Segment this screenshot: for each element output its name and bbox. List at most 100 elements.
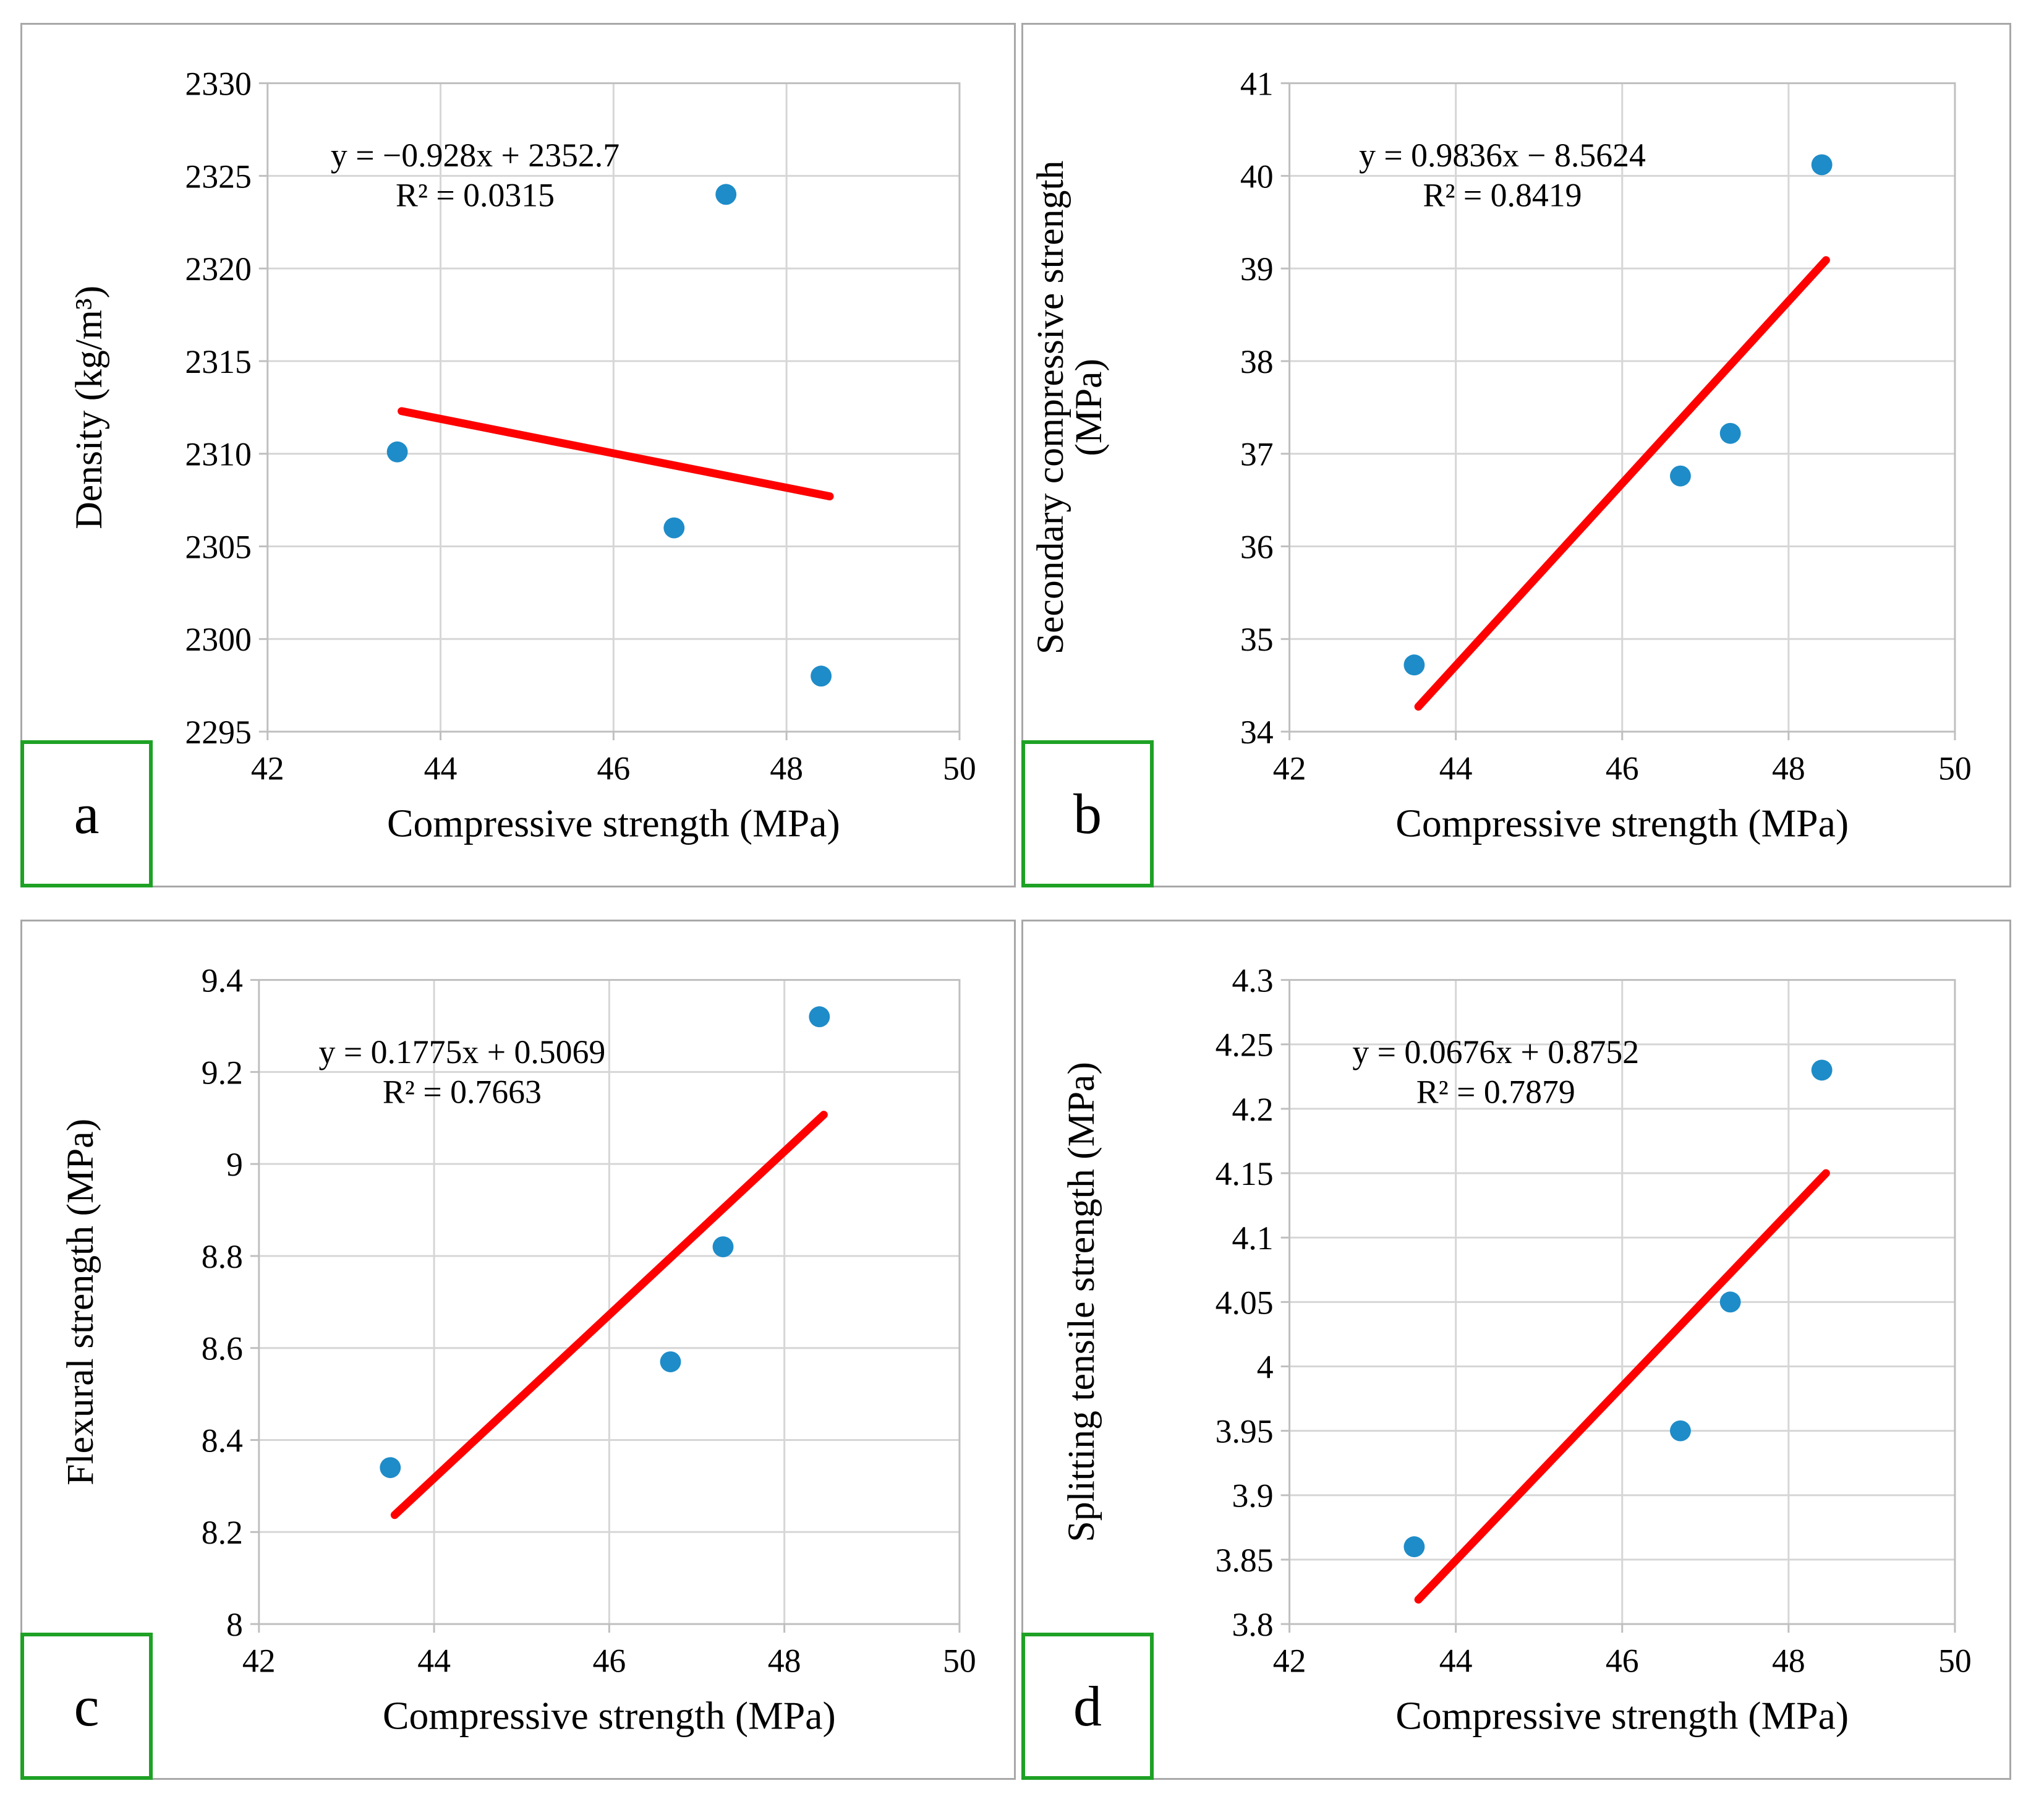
y-tick-label: 8.4 xyxy=(202,1422,243,1459)
data-point xyxy=(660,1351,681,1372)
y-tick-label: 4.2 xyxy=(1232,1091,1274,1128)
y-tick-label: 9 xyxy=(226,1146,243,1183)
y-axis-title: (MPa) xyxy=(1068,359,1110,456)
y-tick-label: 2295 xyxy=(185,714,252,751)
x-tick-label: 44 xyxy=(1439,750,1473,787)
trendline xyxy=(398,407,834,501)
y-tick-label: 3.9 xyxy=(1232,1477,1274,1515)
y-axis-title: Density (kg/m³) xyxy=(68,286,110,529)
trendline xyxy=(390,1111,828,1519)
trendline xyxy=(1414,1169,1830,1604)
x-tick-label: 50 xyxy=(1938,750,1972,787)
y-tick-label: 8 xyxy=(226,1606,243,1643)
y-tick-label: 3.85 xyxy=(1216,1542,1274,1579)
r-squared-value: R² = 0.8419 xyxy=(1423,177,1582,214)
y-tick-label: 9.2 xyxy=(202,1054,243,1091)
data-point xyxy=(712,1236,734,1257)
panel-d: 42 44 46 48 50 3.8 3.85 3.9 3.95 4 4.05 4.1 4.15 4.2 4… xyxy=(1021,920,2011,1780)
r-squared-value: R² = 0.7663 xyxy=(383,1074,542,1111)
data-point xyxy=(1719,422,1741,444)
trendline-equation: y = 0.9836x − 8.5624 xyxy=(1359,137,1646,174)
y-tick-label: 37 xyxy=(1240,436,1274,473)
data-point xyxy=(386,441,408,463)
y-tick-label: 4.15 xyxy=(1216,1155,1274,1192)
x-tick-label: 50 xyxy=(943,1643,976,1680)
x-tick-label: 44 xyxy=(1439,1643,1473,1680)
panel-label-b: b xyxy=(1073,782,1102,845)
data-point xyxy=(809,1006,830,1028)
panel-c: 42 44 46 48 50 8 8.2 8.4 8.6 8.8 9 9.2 9.4 Compressiv… xyxy=(20,920,1016,1780)
panel-b: 42 44 46 48 50 34 35 36 37 38 39 40 41 Compressive st… xyxy=(1021,23,2011,887)
data-point xyxy=(715,184,737,205)
y-tick-label: 4 xyxy=(1257,1348,1274,1385)
panel-label-box-d: d xyxy=(1021,1633,1154,1780)
trendline xyxy=(1414,256,1830,711)
data-point xyxy=(1403,654,1425,676)
y-tick-label: 2320 xyxy=(185,250,252,288)
x-axis-title: Compressive strength (MPa) xyxy=(1395,801,1849,845)
y-tick-label: 40 xyxy=(1240,158,1274,195)
y-tick-label: 39 xyxy=(1240,250,1274,288)
data-point xyxy=(1719,1291,1741,1313)
y-tick-label: 4.25 xyxy=(1216,1027,1274,1064)
y-tick-label: 2305 xyxy=(185,528,252,565)
trendline-equation: y = −0.928x + 2352.7 xyxy=(331,137,620,174)
y-axis-title: Secondary compressive strength xyxy=(1029,160,1071,654)
x-tick-label: 48 xyxy=(1772,1643,1805,1680)
panel-label-box-c: c xyxy=(20,1633,153,1780)
data-point xyxy=(811,665,832,687)
y-axis-title: Splitting tensile strength (MPa) xyxy=(1060,1062,1102,1542)
y-tick-label: 9.4 xyxy=(202,962,243,999)
panel-label-box-b: b xyxy=(1021,740,1154,887)
data-point xyxy=(663,517,685,539)
data-point xyxy=(1811,154,1833,176)
y-tick-label: 8.8 xyxy=(202,1238,243,1275)
x-tick-label: 46 xyxy=(592,1643,626,1680)
panel-label-box-a: a xyxy=(20,740,153,887)
y-tick-label: 2310 xyxy=(185,436,252,473)
panel-a: 42 44 46 48 50 2295 2300 2305 2310 2315 2320 2325 23… xyxy=(20,23,1016,887)
x-tick-label: 42 xyxy=(1273,1643,1306,1680)
trendline-equation: y = 0.1775x + 0.5069 xyxy=(319,1033,606,1071)
x-tick-label: 44 xyxy=(424,750,458,787)
x-axis-title: Compressive strength (MPa) xyxy=(383,1693,836,1737)
x-tick-label: 48 xyxy=(768,1643,801,1680)
r-squared-value: R² = 0.7879 xyxy=(1416,1074,1575,1111)
chart-d: 42 44 46 48 50 3.8 3.85 3.9 3.95 4 4.05 4.1 4.15 4.2 4… xyxy=(1060,962,1972,1738)
y-tick-label: 3.8 xyxy=(1232,1606,1274,1643)
data-point xyxy=(1403,1536,1425,1558)
y-tick-label: 8.6 xyxy=(202,1330,243,1367)
chart-c: 42 44 46 48 50 8 8.2 8.4 8.6 8.8 9 9.2 9.4 Compressiv… xyxy=(59,962,976,1738)
x-axis-title: Compressive strength (MPa) xyxy=(1395,1693,1849,1737)
y-tick-label: 2300 xyxy=(185,621,252,658)
x-tick-label: 50 xyxy=(943,750,976,787)
panel-label-d: d xyxy=(1073,1675,1102,1738)
chart-a: 42 44 46 48 50 2295 2300 2305 2310 2315 2320 2325 23… xyxy=(68,66,976,845)
y-tick-label: 3.95 xyxy=(1216,1413,1274,1450)
y-axis-title: Flexural strength (MPa) xyxy=(59,1119,101,1485)
y-tick-label: 38 xyxy=(1240,343,1274,380)
y-tick-label: 36 xyxy=(1240,528,1274,565)
chart-b: 42 44 46 48 50 34 35 36 37 38 39 40 41 Compressive st… xyxy=(1029,66,1972,845)
y-tick-label: 4.1 xyxy=(1232,1220,1274,1257)
x-tick-label: 44 xyxy=(417,1643,451,1680)
y-tick-label: 2315 xyxy=(185,343,252,380)
x-tick-label: 46 xyxy=(597,750,630,787)
r-squared-value: R² = 0.0315 xyxy=(396,177,555,214)
x-tick-label: 50 xyxy=(1938,1643,1972,1680)
panel-label-a: a xyxy=(74,782,100,845)
y-tick-label: 35 xyxy=(1240,621,1274,658)
x-tick-label: 48 xyxy=(1772,750,1805,787)
panel-label-c: c xyxy=(74,1675,100,1738)
x-tick-label: 46 xyxy=(1606,1643,1639,1680)
x-tick-label: 42 xyxy=(242,1643,276,1680)
data-point xyxy=(1670,465,1691,487)
y-tick-label: 4.3 xyxy=(1232,962,1274,999)
x-tick-label: 42 xyxy=(251,750,284,787)
data-point xyxy=(380,1457,401,1479)
data-point xyxy=(1670,1420,1691,1442)
x-tick-label: 42 xyxy=(1273,750,1306,787)
y-tick-label: 8.2 xyxy=(202,1514,243,1551)
x-axis-title: Compressive strength (MPa) xyxy=(387,801,840,845)
y-tick-label: 4.05 xyxy=(1216,1284,1274,1321)
